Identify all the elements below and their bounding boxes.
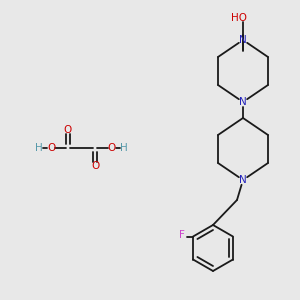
Text: H: H (35, 143, 43, 153)
Text: O: O (91, 161, 99, 171)
Text: O: O (64, 125, 72, 135)
Text: O: O (108, 143, 116, 153)
Text: N: N (239, 175, 247, 185)
Text: F: F (179, 230, 185, 241)
Text: N: N (239, 97, 247, 107)
Text: O: O (47, 143, 55, 153)
Text: HO: HO (231, 13, 247, 23)
Text: N: N (239, 35, 247, 45)
Text: H: H (120, 143, 128, 153)
